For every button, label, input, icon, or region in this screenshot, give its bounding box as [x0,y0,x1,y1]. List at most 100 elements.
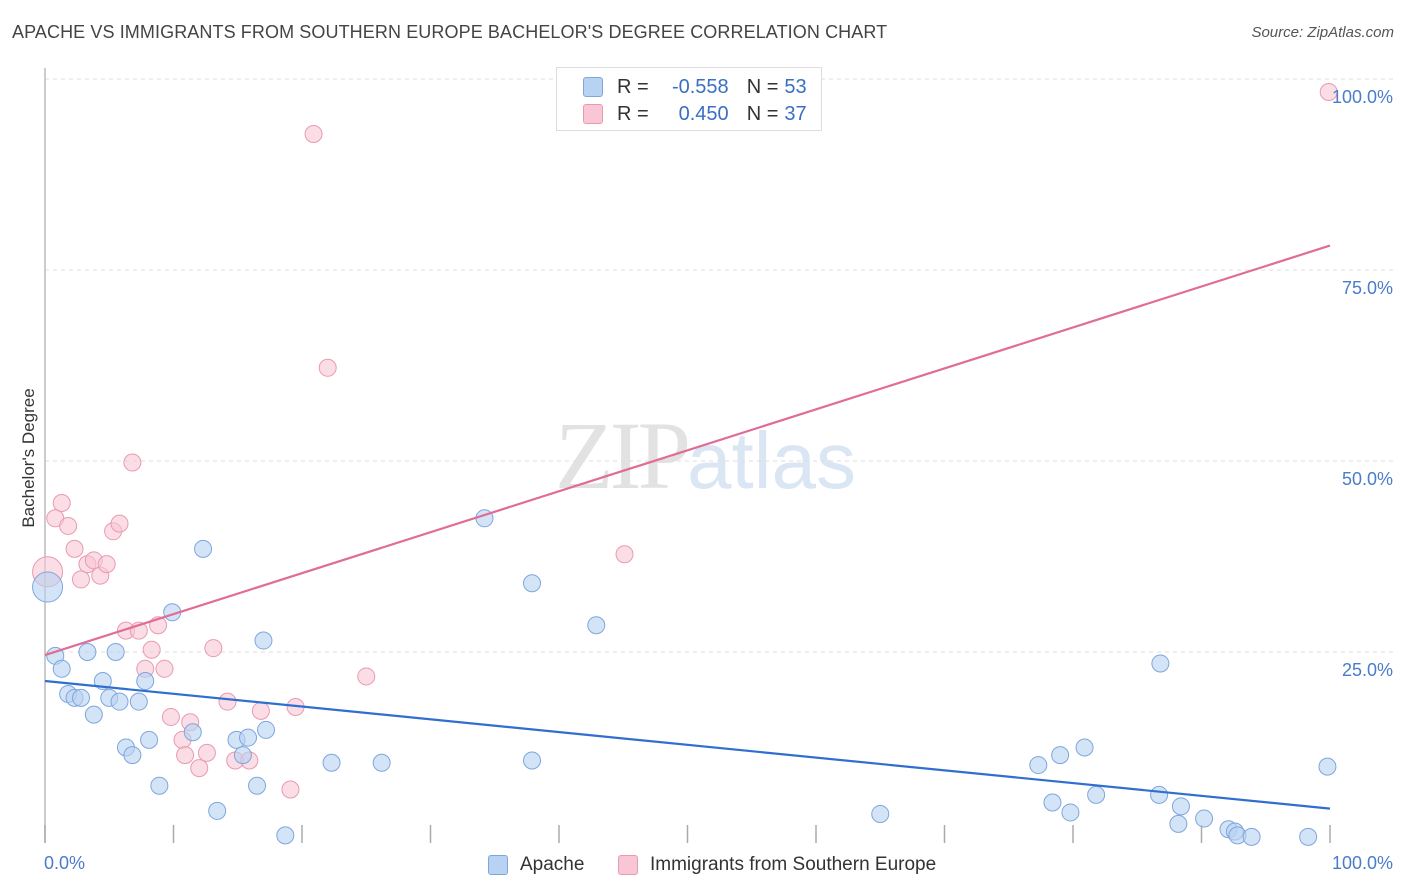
chart-title: APACHE VS IMMIGRANTS FROM SOUTHERN EUROP… [12,22,888,42]
apache-n-label: N = [746,75,779,98]
y-tick-label-50: 50.0% [1342,469,1393,489]
source-label: Source: ZipAtlas.com [1251,24,1394,41]
apache-point-38 [1051,746,1070,765]
apache-point-46 [1195,809,1214,828]
grid-layer [45,78,1395,653]
immigrants-point-26 [218,692,237,711]
immigrants-legend-label: Immigrants from Southern Europe [650,854,937,875]
immigrants-point-21 [176,746,195,765]
y-tick-label-75: 75.0% [1342,278,1393,298]
apache-point-26 [254,631,273,650]
apache-point-32 [523,574,542,593]
apache-point-41 [1087,785,1106,804]
apache-point-0 [32,571,64,603]
apache-point-35 [871,804,890,823]
y-tick-label-25: 25.0% [1342,660,1393,680]
immigrants-point-3 [59,516,78,535]
apache-point-29 [322,753,341,772]
immigrants-n-label: N = [746,102,779,125]
apache-point-36 [1029,756,1048,775]
apache-point-2 [52,659,71,678]
apache-point-42 [1150,785,1169,804]
immigrants-point-2 [52,494,71,513]
immigrants-legend-swatch [618,855,638,875]
apache-point-6 [78,643,97,661]
apache-point-51 [1299,827,1318,846]
apache-point-50 [1242,827,1261,846]
axis-layer [44,68,1331,843]
apache-point-20 [194,539,213,558]
immigrants-point-5 [71,570,90,589]
immigrants-point-29 [251,701,270,720]
immigrants-point-23 [190,759,209,778]
apache-point-24 [239,728,258,747]
y-tick-label-100: 100.0% [1332,87,1393,107]
bottom-legend-immigrants: Immigrants from Southern Europe [618,852,936,878]
apache-point-33 [523,751,542,770]
immigrants-point-32 [304,125,323,144]
apache-point-25 [248,776,267,795]
immigrants-point-9 [97,555,116,574]
immigrants-point-4 [65,539,84,558]
apache-trend-line [44,679,1331,810]
apache-point-34 [587,616,606,635]
apache-point-40 [1075,738,1094,757]
immigrants-point-30 [281,780,300,799]
immigrants-point-25 [204,639,223,658]
apache-r-value: -0.558 [671,75,729,98]
y-axis-label: Bachelor's Degree [19,388,38,527]
legend-row-immigrants: R = 0.450 N = 37 [583,102,807,126]
immigrants-point-13 [123,453,142,472]
apache-point-17 [150,776,169,795]
immigrants-point-36 [1319,82,1338,101]
immigrants-point-18 [155,659,174,678]
bottom-legend-apache: Apache [488,852,584,878]
immigrants-point-24 [197,743,216,762]
apache-point-27 [257,720,276,739]
apache-point-23 [233,746,252,765]
apache-legend-label: Apache [520,854,585,875]
immigrants-point-33 [318,358,337,377]
apache-r-label: R = [617,75,649,98]
apache-point-28 [276,826,295,845]
watermark-atlas: atlas [687,416,856,505]
x-tick-label-max: 100.0% [1332,853,1393,873]
apache-point-43 [1151,654,1170,673]
immigrants-point-16 [142,640,161,659]
apache-point-10 [106,643,125,661]
immigrants-point-35 [615,545,634,564]
apache-point-11 [110,692,129,711]
apache-point-13 [123,746,142,765]
apache-point-14 [129,692,148,711]
apache-n-value: 53 [784,75,807,98]
immigrants-n-value: 37 [784,102,807,125]
watermark: ZIPatlas [555,400,856,511]
immigrants-r-label: R = [617,102,649,125]
point-layer [32,82,1338,846]
apache-point-30 [372,753,391,772]
apache-legend-swatch [488,855,508,875]
apache-point-15 [136,672,155,691]
apache-point-19 [183,723,202,742]
apache-swatch [583,77,603,97]
apache-point-52 [1318,757,1337,776]
apache-point-37 [1043,793,1062,812]
apache-point-5 [71,688,90,707]
immigrants-swatch [583,104,603,124]
apache-point-21 [208,801,227,820]
legend-row-apache: R = -0.558 N = 53 [583,75,807,99]
immigrants-r-value: 0.450 [678,102,729,125]
label-layer: 25.0% 50.0% 75.0% 100.0% 0.0% 100.0% Bachelor'… [19,87,1393,873]
immigrants-point-11 [110,514,129,533]
immigrants-trend-line [44,244,1331,657]
apache-point-45 [1171,797,1190,816]
correlation-legend: R = -0.558 N = 53 R = 0.450 N = 37 [556,67,822,131]
x-tick-label-min: 0.0% [44,853,85,873]
apache-point-44 [1169,814,1188,833]
apache-point-16 [140,730,159,749]
immigrants-point-19 [161,707,180,726]
apache-point-7 [84,705,103,724]
immigrants-point-34 [357,667,376,686]
apache-point-39 [1061,803,1080,822]
